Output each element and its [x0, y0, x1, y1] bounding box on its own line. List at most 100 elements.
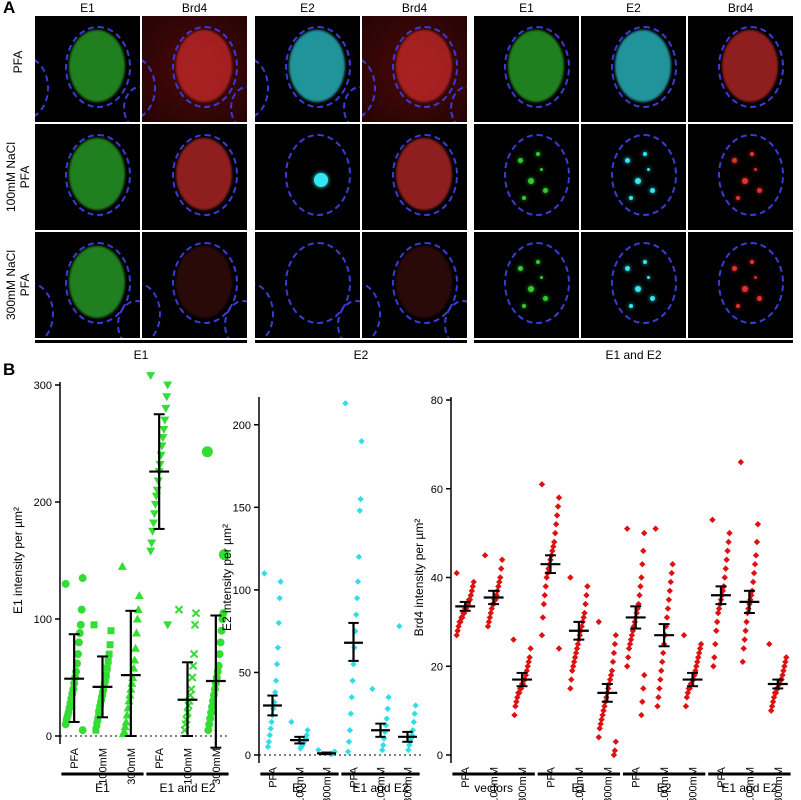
- data-point: [716, 600, 724, 608]
- data-point: [163, 621, 173, 630]
- data-point: [410, 718, 417, 726]
- micrograph-panel: E1 Brd4 E1 E2 Brd4 E2 E1 E2 Brd4 E1 and E2 PFA 100m…: [0, 0, 801, 362]
- category-label: 300mM: [403, 767, 415, 800]
- data-point: [638, 711, 645, 719]
- data-point: [209, 691, 218, 700]
- data-point: [628, 631, 636, 639]
- data-point: [511, 711, 518, 719]
- data-point: [486, 614, 494, 621]
- data-point: [354, 578, 362, 585]
- group-label: E1 and E2: [159, 781, 215, 795]
- micrograph-tile: [581, 16, 686, 122]
- data-point: [631, 618, 638, 626]
- nucleus-outline: [285, 242, 351, 324]
- data-point: [407, 735, 415, 742]
- data-point: [97, 699, 105, 707]
- y-tick-label: 200: [34, 497, 52, 509]
- data-point: [462, 605, 469, 612]
- data-point: [464, 600, 472, 608]
- data-point: [712, 640, 719, 648]
- data-point: [737, 458, 745, 466]
- data-point: [770, 694, 778, 701]
- data-point: [213, 667, 222, 676]
- data-point: [544, 569, 551, 577]
- micrograph-tile: [474, 16, 579, 122]
- column-title-brd4: Brd4: [401, 1, 428, 15]
- data-point: [267, 725, 274, 732]
- data-point: [580, 614, 587, 621]
- data-point: [630, 623, 638, 630]
- nucleus-outline: [718, 242, 784, 324]
- category-label: 100mM: [183, 748, 195, 785]
- nucleus-outline: [142, 282, 161, 338]
- data-point: [606, 676, 614, 683]
- data-point: [632, 614, 639, 621]
- data-point: [380, 735, 388, 742]
- data-point: [384, 705, 391, 712]
- row-label-line: PFA: [18, 273, 32, 297]
- data-point: [639, 560, 646, 568]
- nucleus-outline: [117, 300, 140, 338]
- data-point: [351, 644, 358, 651]
- data-point: [162, 393, 172, 402]
- data-point: [721, 574, 728, 581]
- data-point: [629, 627, 637, 634]
- data-point: [106, 641, 114, 649]
- data-point: [547, 556, 554, 563]
- group-label: E2: [657, 781, 672, 795]
- data-point: [693, 663, 700, 670]
- data-point: [344, 748, 352, 755]
- data-point: [684, 689, 692, 697]
- data-point: [638, 574, 645, 581]
- nucleus-outline: [337, 300, 360, 338]
- data-point: [633, 609, 640, 617]
- group-underline: [35, 340, 247, 343]
- data-point: [412, 702, 419, 709]
- data-point: [124, 696, 134, 705]
- data-point: [453, 631, 460, 639]
- data-point: [210, 685, 219, 694]
- data-point: [150, 500, 160, 509]
- row-label-line: 100mM NaCl: [4, 141, 18, 213]
- nucleus-outline: [123, 86, 140, 122]
- data-point: [769, 698, 777, 705]
- nucleus-outline: [343, 86, 360, 122]
- data-point: [69, 685, 78, 694]
- group-label: E1: [572, 781, 587, 795]
- data-point: [94, 716, 102, 724]
- data-point: [526, 654, 533, 661]
- nucleus-outline: [255, 282, 274, 338]
- data-point: [409, 727, 417, 734]
- data-point: [346, 727, 354, 734]
- data-point: [206, 714, 215, 723]
- data-point: [405, 746, 412, 754]
- micrograph-tile: [255, 16, 360, 122]
- category-label: PFA: [268, 766, 280, 787]
- data-point: [348, 694, 355, 701]
- data-point: [496, 578, 503, 586]
- data-point: [73, 659, 81, 668]
- data-point: [551, 538, 558, 546]
- data-point: [538, 631, 546, 639]
- data-point: [71, 673, 80, 682]
- data-point: [554, 503, 562, 510]
- data-point: [527, 645, 534, 652]
- panel-b-letter: B: [3, 360, 16, 379]
- data-point: [470, 578, 477, 586]
- data-point: [219, 609, 228, 618]
- data-point: [458, 614, 465, 621]
- data-point: [660, 640, 668, 648]
- data-point: [774, 685, 781, 692]
- data-point: [328, 750, 336, 757]
- data-point: [579, 618, 586, 626]
- data-point: [524, 663, 531, 670]
- data-point: [767, 707, 775, 714]
- data-point: [625, 645, 633, 652]
- data-point: [148, 527, 158, 536]
- data-point: [724, 547, 731, 555]
- nucleus-outline: [362, 282, 381, 338]
- data-point: [687, 680, 694, 688]
- data-point: [107, 627, 115, 635]
- data-point: [484, 623, 492, 630]
- data-point: [523, 667, 530, 674]
